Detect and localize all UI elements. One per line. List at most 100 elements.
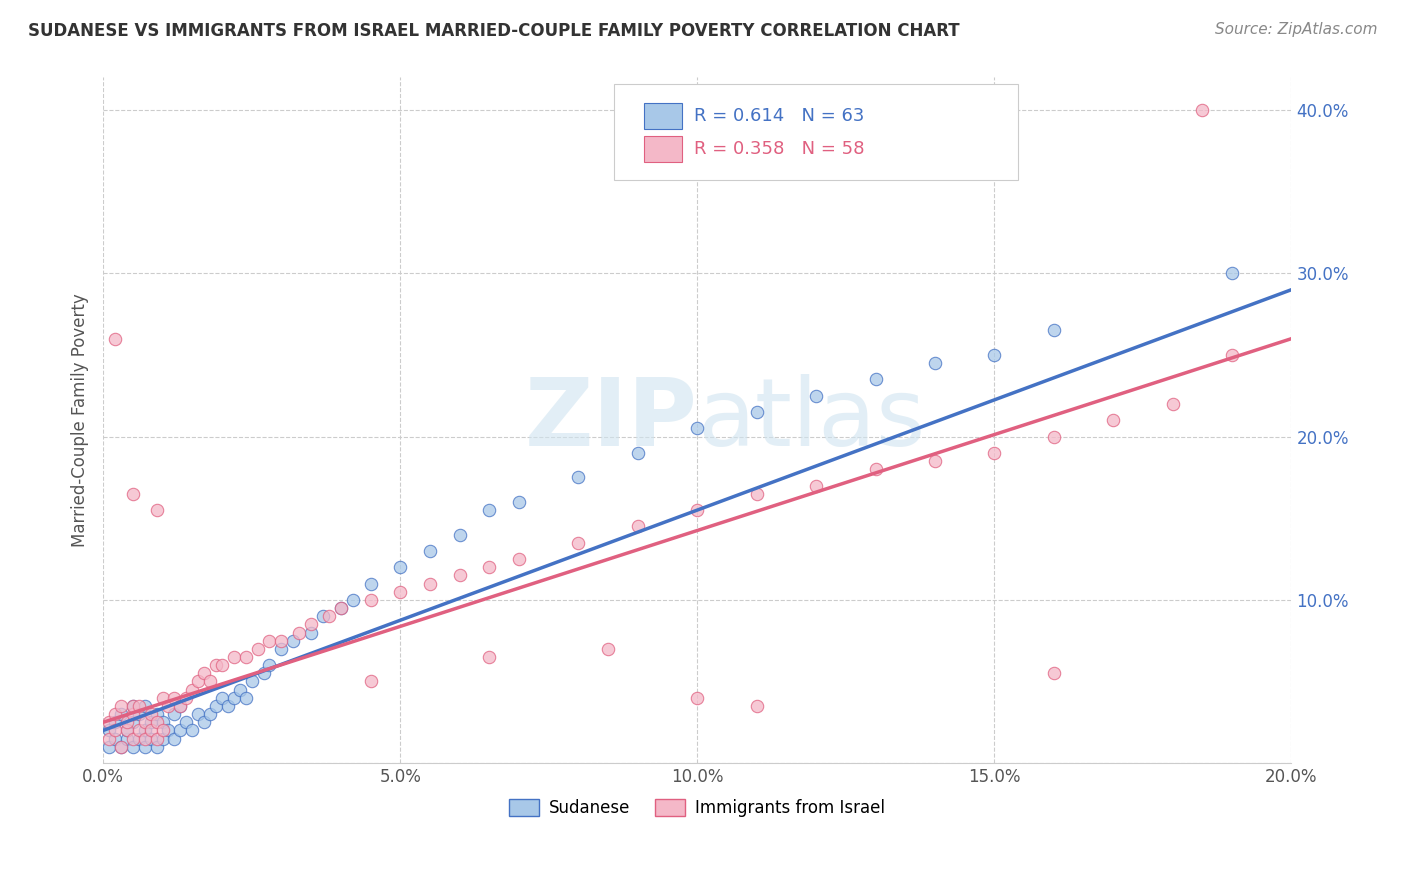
Point — [222, 690, 245, 705]
Point — [121, 707, 143, 722]
Point — [745, 487, 768, 501]
Point — [283, 633, 305, 648]
Point — [134, 731, 156, 746]
Point — [115, 715, 138, 730]
Text: Source: ZipAtlas.com: Source: ZipAtlas.com — [1215, 22, 1378, 37]
Point — [145, 503, 167, 517]
Point — [110, 707, 132, 722]
Point — [449, 568, 471, 582]
Point — [134, 739, 156, 754]
Point — [163, 731, 186, 746]
Point — [169, 723, 191, 738]
Point — [205, 658, 228, 673]
Point — [139, 715, 162, 730]
FancyBboxPatch shape — [644, 103, 682, 128]
Y-axis label: Married-Couple Family Poverty: Married-Couple Family Poverty — [72, 293, 89, 547]
Point — [110, 739, 132, 754]
Point — [924, 454, 946, 468]
Point — [217, 698, 239, 713]
Point — [211, 658, 233, 673]
Point — [152, 723, 174, 738]
Point — [686, 503, 709, 517]
Point — [478, 650, 501, 665]
Point — [128, 731, 150, 746]
Point — [360, 576, 382, 591]
Point — [121, 487, 143, 501]
Point — [134, 715, 156, 730]
Point — [187, 674, 209, 689]
Point — [169, 698, 191, 713]
Point — [163, 690, 186, 705]
Point — [128, 723, 150, 738]
Point — [187, 707, 209, 722]
Point — [134, 698, 156, 713]
Point — [598, 641, 620, 656]
Point — [211, 690, 233, 705]
Point — [152, 690, 174, 705]
Point — [329, 601, 352, 615]
Point — [205, 698, 228, 713]
Point — [104, 731, 127, 746]
Point — [98, 731, 121, 746]
Point — [145, 715, 167, 730]
Point — [1042, 429, 1064, 443]
Point — [508, 495, 530, 509]
Point — [1042, 666, 1064, 681]
Point — [104, 332, 127, 346]
Point — [745, 405, 768, 419]
Point — [259, 633, 281, 648]
Point — [686, 421, 709, 435]
Text: SUDANESE VS IMMIGRANTS FROM ISRAEL MARRIED-COUPLE FAMILY POVERTY CORRELATION CHA: SUDANESE VS IMMIGRANTS FROM ISRAEL MARRI… — [28, 22, 960, 40]
Point — [121, 739, 143, 754]
Point — [152, 731, 174, 746]
Point — [1191, 103, 1213, 117]
Text: atlas: atlas — [697, 375, 925, 467]
Point — [235, 650, 257, 665]
Point — [270, 633, 292, 648]
Point — [157, 723, 180, 738]
Text: ZIP: ZIP — [524, 375, 697, 467]
Text: R = 0.614   N = 63: R = 0.614 N = 63 — [693, 107, 865, 125]
Point — [627, 519, 650, 533]
Point — [312, 609, 335, 624]
Point — [1220, 266, 1243, 280]
Point — [627, 446, 650, 460]
Point — [745, 698, 768, 713]
Point — [152, 715, 174, 730]
Point — [115, 731, 138, 746]
Point — [804, 389, 827, 403]
Point — [176, 715, 198, 730]
Point — [318, 609, 340, 624]
Point — [115, 723, 138, 738]
Point — [139, 707, 162, 722]
Point — [449, 527, 471, 541]
Point — [128, 698, 150, 713]
Legend: Sudanese, Immigrants from Israel: Sudanese, Immigrants from Israel — [502, 792, 893, 823]
Point — [128, 707, 150, 722]
Point — [1102, 413, 1125, 427]
Point — [342, 592, 364, 607]
Point — [121, 698, 143, 713]
Point — [181, 723, 204, 738]
Point — [329, 601, 352, 615]
Point — [804, 478, 827, 492]
Point — [478, 560, 501, 574]
Point — [360, 592, 382, 607]
Point — [478, 503, 501, 517]
Point — [567, 470, 589, 484]
Point — [252, 666, 274, 681]
Point — [567, 535, 589, 549]
Point — [104, 723, 127, 738]
Point — [865, 372, 887, 386]
Point — [198, 674, 221, 689]
Point — [686, 690, 709, 705]
Point — [110, 739, 132, 754]
Point — [198, 707, 221, 722]
Point — [229, 682, 252, 697]
Point — [259, 658, 281, 673]
Point — [235, 690, 257, 705]
Point — [176, 690, 198, 705]
Point — [983, 446, 1005, 460]
Point — [193, 715, 215, 730]
Point — [1042, 324, 1064, 338]
